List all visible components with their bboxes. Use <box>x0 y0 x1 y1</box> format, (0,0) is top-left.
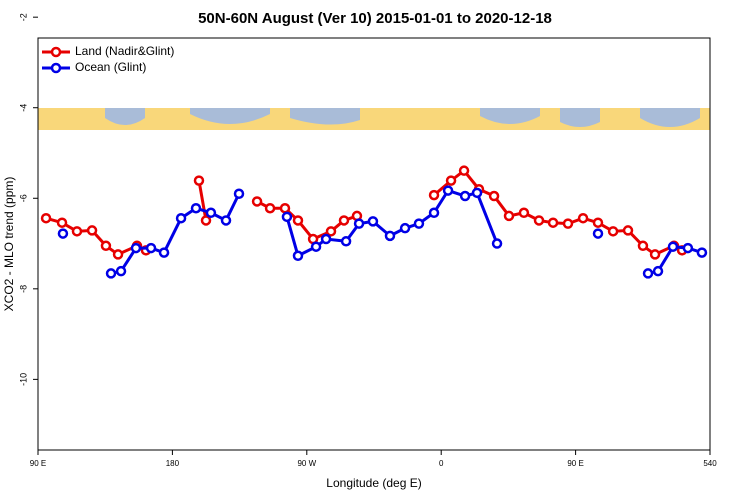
data-point <box>200 215 212 226</box>
data-point <box>251 196 263 207</box>
data-point <box>533 215 545 226</box>
legend-label: Land (Nadir&Glint) <box>75 44 174 58</box>
x-tick-label: 90 W <box>297 459 316 468</box>
data-point <box>220 215 232 226</box>
data-point <box>193 175 205 186</box>
y-tick-label: -10 <box>18 373 28 386</box>
data-point <box>428 207 440 219</box>
data-point <box>471 187 483 199</box>
data-point <box>503 210 515 222</box>
data-point <box>577 212 589 224</box>
data-point <box>115 265 127 277</box>
data-point <box>649 249 661 260</box>
y-tick-label: -6 <box>18 194 28 202</box>
legend-marker <box>50 46 62 58</box>
data-point <box>57 228 69 239</box>
y-tick-label: -8 <box>18 285 28 293</box>
chart-title: 50N-60N August (Ver 10) 2015-01-01 to 20… <box>198 10 552 27</box>
data-point <box>233 188 245 199</box>
x-tick-label: 540 <box>703 459 717 468</box>
data-point <box>353 218 365 229</box>
data-point <box>130 242 142 254</box>
data-point <box>310 241 322 252</box>
series-line <box>197 180 208 221</box>
data-point <box>279 202 291 214</box>
data-point <box>100 240 112 252</box>
data-point <box>562 218 574 229</box>
data-point <box>86 225 98 236</box>
data-point <box>547 217 559 228</box>
data-point <box>442 185 454 196</box>
y-axis-label: XCO2 - MLO trend (ppm) <box>2 177 16 312</box>
data-point <box>399 222 411 234</box>
x-tick-label: 0 <box>439 459 444 468</box>
x-tick-label: 180 <box>166 459 180 468</box>
data-point <box>413 218 425 229</box>
data-point <box>696 247 708 258</box>
series-line <box>110 193 241 275</box>
data-point <box>367 216 379 227</box>
data-point <box>642 268 654 279</box>
data-point <box>338 215 350 226</box>
y-tick-label: -2 <box>18 13 28 21</box>
data-point <box>491 238 503 249</box>
data-point <box>667 241 679 252</box>
x-tick-label: 90 E <box>567 459 583 468</box>
data-point <box>592 217 604 228</box>
data-point <box>340 236 352 247</box>
data-point <box>190 202 202 214</box>
data-point <box>682 242 694 254</box>
data-point <box>264 202 276 214</box>
data-point <box>292 250 304 262</box>
data-point <box>637 240 649 252</box>
data-point <box>281 211 293 223</box>
data-point <box>459 190 471 202</box>
data-point <box>488 190 500 202</box>
data-point <box>428 189 440 201</box>
data-point <box>458 165 470 176</box>
map-strip <box>38 108 710 130</box>
x-tick-label: 90 E <box>30 459 46 468</box>
data-point <box>652 265 664 277</box>
data-point <box>592 228 604 239</box>
data-point <box>71 226 83 237</box>
x-axis-label: Longitude (deg E) <box>326 476 421 490</box>
data-point <box>292 215 304 226</box>
data-point <box>622 225 634 236</box>
data-point <box>384 230 396 242</box>
data-point <box>518 207 530 219</box>
data-point <box>325 226 337 237</box>
data-point <box>105 268 117 279</box>
data-point <box>175 212 187 224</box>
plot-frame <box>37 37 711 451</box>
data-point <box>445 175 457 186</box>
data-point <box>607 226 619 237</box>
data-point <box>158 247 170 258</box>
legend-marker <box>50 62 62 74</box>
data-point <box>56 217 68 228</box>
data-point <box>40 212 52 224</box>
y-tick-label: -4 <box>18 104 28 112</box>
data-point <box>112 249 124 260</box>
legend-label: Ocean (Glint) <box>75 60 146 74</box>
data-point <box>145 242 157 254</box>
data-point <box>320 233 332 245</box>
data-point <box>205 207 217 219</box>
